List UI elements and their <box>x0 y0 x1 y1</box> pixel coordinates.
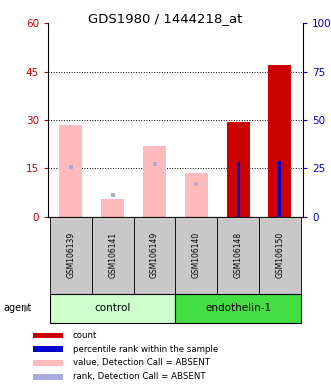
Bar <box>50 217 92 294</box>
Bar <box>33 374 63 379</box>
Bar <box>33 360 63 366</box>
Text: GSM106149: GSM106149 <box>150 232 159 278</box>
Bar <box>277 65 282 217</box>
Text: GDS1980 / 1444218_at: GDS1980 / 1444218_at <box>88 12 243 25</box>
Text: GSM106150: GSM106150 <box>275 232 284 278</box>
Text: endothelin-1: endothelin-1 <box>205 303 271 313</box>
Text: GSM106141: GSM106141 <box>108 232 117 278</box>
Bar <box>143 146 166 217</box>
Bar <box>268 65 291 217</box>
Bar <box>92 217 134 294</box>
Bar <box>134 217 175 294</box>
Text: GSM106148: GSM106148 <box>234 232 243 278</box>
Bar <box>278 161 281 217</box>
Text: agent: agent <box>3 303 31 313</box>
Text: GSM106139: GSM106139 <box>67 232 75 278</box>
Text: ▶: ▶ <box>24 303 32 313</box>
Text: percentile rank within the sample: percentile rank within the sample <box>73 344 218 354</box>
Bar <box>33 346 63 352</box>
Bar <box>175 294 301 323</box>
Bar <box>227 122 250 217</box>
Bar <box>33 333 63 338</box>
Bar <box>101 199 124 217</box>
Text: control: control <box>95 303 131 313</box>
Bar <box>185 173 208 217</box>
Bar <box>175 217 217 294</box>
Text: rank, Detection Call = ABSENT: rank, Detection Call = ABSENT <box>73 372 206 381</box>
Bar <box>50 294 175 323</box>
Text: count: count <box>73 331 97 340</box>
Text: GSM106140: GSM106140 <box>192 232 201 278</box>
Bar <box>237 162 240 217</box>
Text: value, Detection Call = ABSENT: value, Detection Call = ABSENT <box>73 359 210 367</box>
Bar <box>217 217 259 294</box>
Bar <box>259 217 301 294</box>
Bar <box>236 122 241 217</box>
Bar <box>60 125 82 217</box>
